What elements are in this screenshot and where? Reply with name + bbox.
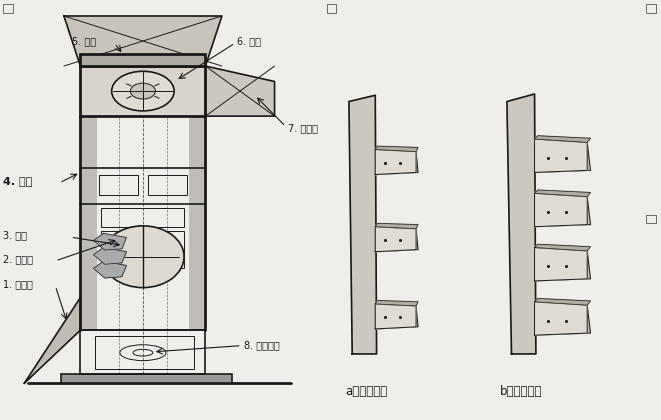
Bar bbox=[3, 4, 13, 13]
Bar bbox=[189, 116, 206, 330]
Text: 3. 料斗: 3. 料斗 bbox=[3, 230, 26, 240]
Polygon shape bbox=[375, 146, 418, 152]
Text: 7. 出料口: 7. 出料口 bbox=[288, 123, 318, 134]
Polygon shape bbox=[535, 247, 590, 281]
Bar bbox=[327, 4, 336, 13]
Bar bbox=[646, 215, 656, 223]
Bar bbox=[61, 374, 232, 383]
Polygon shape bbox=[375, 301, 418, 306]
Text: b）料斗密接: b）料斗密接 bbox=[500, 385, 543, 398]
Polygon shape bbox=[507, 94, 536, 354]
Bar bbox=[81, 330, 206, 374]
Text: 6. 鼓轮: 6. 鼓轮 bbox=[237, 36, 261, 46]
Polygon shape bbox=[375, 304, 416, 329]
Polygon shape bbox=[375, 150, 418, 175]
Polygon shape bbox=[94, 261, 126, 278]
Polygon shape bbox=[535, 139, 590, 173]
Text: 5. 机头: 5. 机头 bbox=[73, 36, 97, 46]
Bar bbox=[81, 54, 206, 66]
Bar bbox=[81, 66, 206, 116]
Polygon shape bbox=[64, 16, 222, 66]
Polygon shape bbox=[349, 95, 377, 354]
Polygon shape bbox=[375, 223, 418, 229]
Bar bbox=[646, 4, 656, 13]
Polygon shape bbox=[24, 298, 81, 383]
Polygon shape bbox=[375, 227, 416, 252]
Polygon shape bbox=[375, 227, 418, 252]
Polygon shape bbox=[94, 247, 126, 264]
Polygon shape bbox=[535, 302, 590, 335]
Polygon shape bbox=[375, 150, 416, 175]
Polygon shape bbox=[535, 247, 587, 281]
Bar bbox=[147, 176, 187, 195]
Polygon shape bbox=[535, 193, 587, 227]
Bar bbox=[101, 231, 184, 268]
Bar bbox=[95, 336, 194, 369]
Bar bbox=[81, 66, 206, 116]
Polygon shape bbox=[94, 234, 126, 250]
Bar bbox=[98, 176, 138, 195]
Text: 4. 机壳: 4. 机壳 bbox=[3, 176, 32, 186]
Polygon shape bbox=[535, 299, 590, 305]
Polygon shape bbox=[206, 66, 274, 116]
Polygon shape bbox=[535, 190, 590, 197]
Polygon shape bbox=[375, 304, 418, 329]
Bar bbox=[101, 208, 184, 227]
Ellipse shape bbox=[130, 83, 155, 99]
Text: 1. 装料斗: 1. 装料斗 bbox=[3, 279, 32, 289]
Polygon shape bbox=[535, 302, 587, 335]
Bar bbox=[61, 374, 232, 383]
Ellipse shape bbox=[102, 226, 184, 288]
Ellipse shape bbox=[112, 71, 174, 111]
Text: 2. 牴引带: 2. 牴引带 bbox=[3, 254, 32, 264]
Text: a）料斗疏散: a）料斗疏散 bbox=[346, 385, 388, 398]
Polygon shape bbox=[535, 244, 590, 251]
Polygon shape bbox=[535, 136, 590, 142]
Polygon shape bbox=[535, 139, 587, 173]
Bar bbox=[81, 116, 97, 330]
Polygon shape bbox=[535, 193, 590, 227]
Text: 8. 张紧装置: 8. 张紧装置 bbox=[244, 341, 280, 351]
